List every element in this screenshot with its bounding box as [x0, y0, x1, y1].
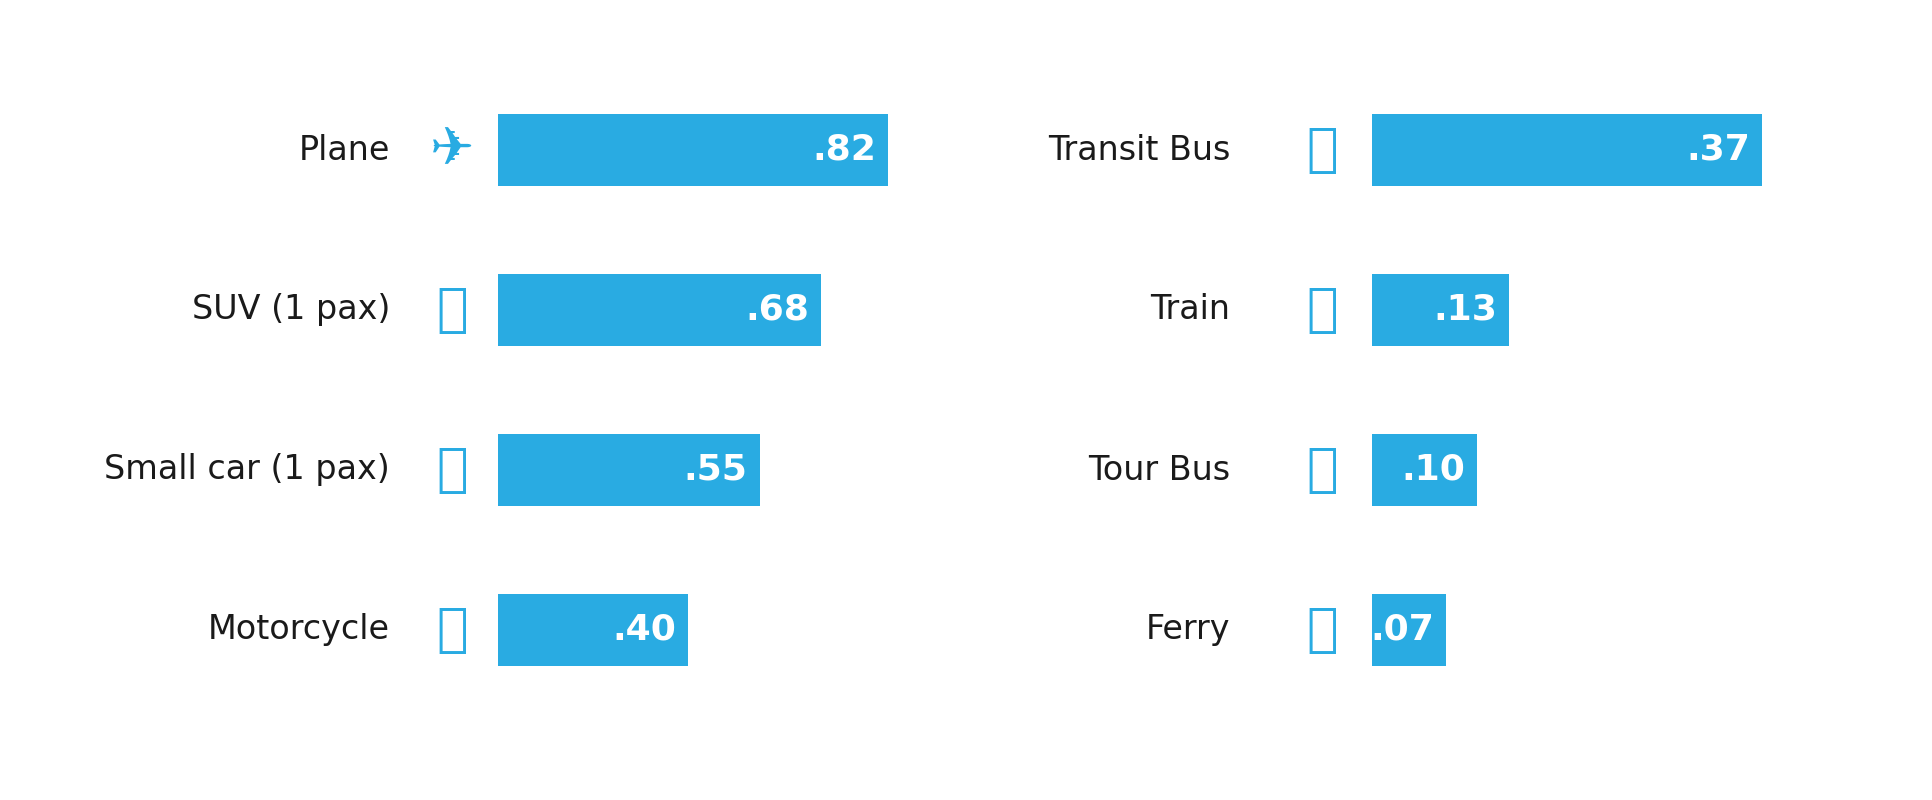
- Text: Plane: Plane: [298, 134, 390, 166]
- Text: Transit Bus: Transit Bus: [1047, 134, 1229, 166]
- Text: ✈: ✈: [429, 124, 473, 176]
- Bar: [498, 114, 887, 186]
- Bar: [498, 594, 688, 666]
- Text: 🏍: 🏍: [437, 604, 468, 656]
- Text: 🚢: 🚢: [1306, 604, 1337, 656]
- Text: 🚌: 🚌: [1306, 124, 1337, 176]
- Text: Small car (1 pax): Small car (1 pax): [104, 454, 390, 486]
- Text: SUV (1 pax): SUV (1 pax): [191, 294, 390, 326]
- Text: .37: .37: [1685, 133, 1748, 167]
- Text: .55: .55: [684, 453, 748, 487]
- Text: 🚌: 🚌: [1306, 444, 1337, 496]
- Text: Train: Train: [1150, 294, 1229, 326]
- Text: .40: .40: [612, 613, 676, 647]
- Text: .13: .13: [1432, 293, 1495, 327]
- Text: Motorcycle: Motorcycle: [209, 614, 390, 646]
- Text: Ferry: Ferry: [1146, 614, 1229, 646]
- Text: 🚗: 🚗: [437, 444, 468, 496]
- Bar: [498, 434, 759, 506]
- Bar: [1372, 594, 1445, 666]
- Text: .82: .82: [811, 133, 875, 167]
- Text: .68: .68: [746, 293, 810, 327]
- Text: Tour Bus: Tour Bus: [1088, 454, 1229, 486]
- Bar: [1372, 434, 1476, 506]
- Bar: [1372, 114, 1762, 186]
- Text: .07: .07: [1370, 613, 1434, 647]
- Bar: [498, 274, 821, 346]
- Bar: [1372, 274, 1509, 346]
- Text: 🚃: 🚃: [1306, 284, 1337, 336]
- Text: 🚗: 🚗: [437, 284, 468, 336]
- Text: .10: .10: [1401, 453, 1464, 487]
